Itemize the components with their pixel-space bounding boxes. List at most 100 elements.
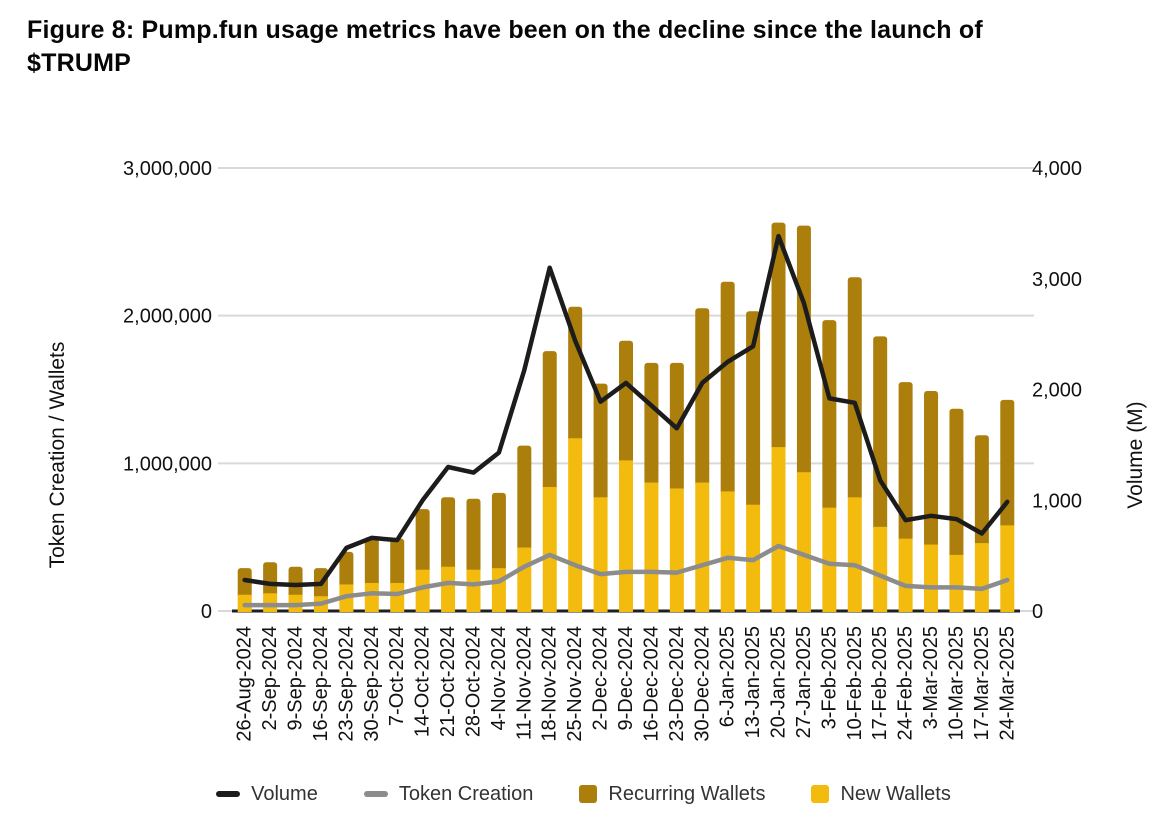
bar-recurring-wallets-10-Feb-2025 [847, 277, 862, 501]
bar-recurring-wallets-17-Feb-2025 [873, 336, 888, 530]
x-axis-label-27-Jan-2025: 27-Jan-2025 [793, 626, 815, 738]
x-axis-label-11-Nov-2024: 11-Nov-2024 [513, 626, 535, 740]
bar-recurring-wallets-6-Jan-2025 [720, 281, 735, 495]
bar-new-wallets-17-Mar-2025 [974, 543, 989, 612]
right-axis-tick-0: 0 [1032, 601, 1043, 623]
x-axis-label-21-Oct-2024: 21-Oct-2024 [437, 626, 459, 737]
right-axis-tick-2,000: 2,000 [1032, 380, 1082, 402]
x-axis-label-16-Dec-2024: 16-Dec-2024 [640, 626, 662, 742]
left-axis-tick-2,000,000: 2,000,000 [123, 306, 212, 328]
x-axis-label-6-Jan-2025: 6-Jan-2025 [717, 626, 739, 727]
left-axis-tick-3,000,000: 3,000,000 [123, 158, 212, 180]
bar-recurring-wallets-9-Sep-2024 [288, 566, 303, 598]
bar-recurring-wallets-24-Feb-2025 [898, 382, 913, 542]
x-axis-label-30-Sep-2024: 30-Sep-2024 [361, 626, 383, 742]
bar-new-wallets-25-Nov-2024 [568, 438, 583, 612]
bar-new-wallets-11-Nov-2024 [517, 547, 532, 612]
x-axis-label-17-Mar-2025: 17-Mar-2025 [971, 626, 993, 741]
legend-swatch-token-creation [363, 791, 388, 797]
bar-recurring-wallets-20-Jan-2025 [771, 222, 786, 451]
bar-recurring-wallets-13-Jan-2025 [746, 311, 761, 508]
legend-swatch-volume [216, 791, 241, 797]
x-axis-label-23-Sep-2024: 23-Sep-2024 [335, 626, 357, 742]
legend-label: Volume [251, 782, 318, 805]
figure-title: Figure 8: Pump.fun usage metrics have be… [27, 14, 1132, 80]
bar-new-wallets-4-Nov-2024 [491, 568, 506, 612]
bar-new-wallets-20-Jan-2025 [771, 447, 786, 612]
bar-recurring-wallets-17-Mar-2025 [974, 435, 989, 547]
x-axis-label-10-Mar-2025: 10-Mar-2025 [945, 626, 967, 741]
bar-recurring-wallets-7-Oct-2024 [390, 538, 405, 586]
bar-new-wallets-3-Mar-2025 [924, 544, 939, 612]
bar-recurring-wallets-11-Nov-2024 [517, 445, 532, 551]
bar-recurring-wallets-16-Dec-2024 [644, 362, 659, 486]
bar-new-wallets-14-Oct-2024 [415, 569, 430, 612]
bar-new-wallets-30-Sep-2024 [364, 582, 379, 612]
legend-item-new-wallets: New Wallets [811, 782, 951, 806]
bar-recurring-wallets-10-Mar-2025 [949, 408, 964, 558]
right-axis-title: Volume (M) [1124, 401, 1147, 509]
figure-title-line2: $TRUMP [27, 49, 131, 77]
legend-label: Token Creation [398, 782, 534, 805]
x-axis-label-9-Sep-2024: 9-Sep-2024 [285, 626, 307, 731]
bar-recurring-wallets-4-Nov-2024 [491, 492, 506, 572]
x-axis-label-24-Feb-2025: 24-Feb-2025 [895, 626, 917, 741]
x-axis-label-4-Nov-2024: 4-Nov-2024 [488, 626, 510, 731]
bar-new-wallets-3-Feb-2025 [822, 507, 837, 612]
bar-new-wallets-9-Dec-2024 [619, 460, 633, 612]
bar-new-wallets-24-Feb-2025 [898, 538, 913, 612]
x-axis-label-28-Oct-2024: 28-Oct-2024 [462, 626, 484, 737]
bar-new-wallets-10-Mar-2025 [949, 554, 964, 612]
bar-new-wallets-7-Oct-2024 [390, 582, 405, 612]
bar-new-wallets-28-Oct-2024 [466, 569, 481, 612]
bar-recurring-wallets-30-Dec-2024 [695, 308, 710, 486]
bar-recurring-wallets-27-Jan-2025 [796, 225, 811, 476]
figure-title-line1: Figure 8: Pump.fun usage metrics have be… [27, 16, 983, 44]
bar-recurring-wallets-28-Oct-2024 [466, 498, 481, 573]
x-axis-label-2-Sep-2024: 2-Sep-2024 [259, 626, 281, 731]
legend-label: New Wallets [840, 782, 951, 805]
legend-swatch-new-wallets [811, 785, 830, 803]
right-axis-tick-4,000: 4,000 [1032, 158, 1082, 180]
token-creation-line [242, 543, 1010, 608]
bar-recurring-wallets-2-Dec-2024 [593, 383, 608, 501]
x-axis-label-30-Dec-2024: 30-Dec-2024 [691, 626, 713, 742]
bar-new-wallets-18-Nov-2024 [542, 486, 557, 612]
legend-item-recurring-wallets: Recurring Wallets [579, 783, 765, 806]
bar-recurring-wallets-21-Oct-2024 [441, 497, 456, 570]
x-axis-label-3-Feb-2025: 3-Feb-2025 [818, 626, 840, 729]
bar-recurring-wallets-3-Mar-2025 [924, 390, 939, 548]
x-axis-label-25-Nov-2024: 25-Nov-2024 [564, 626, 586, 742]
x-axis-label-7-Oct-2024: 7-Oct-2024 [386, 626, 408, 726]
legend-label: Recurring Wallets [608, 782, 766, 805]
bar-new-wallets-17-Feb-2025 [873, 526, 888, 612]
bar-new-wallets-24-Mar-2025 [1000, 525, 1015, 612]
x-axis-label-9-Dec-2024: 9-Dec-2024 [615, 626, 637, 731]
x-axis-label-26-Aug-2024: 26-Aug-2024 [234, 626, 256, 742]
x-axis-label-3-Mar-2025: 3-Mar-2025 [920, 626, 942, 729]
x-axis-label-16-Sep-2024: 16-Sep-2024 [310, 626, 332, 742]
chart-legend: Volume Token Creation Recurring Wallets New… [0, 779, 1167, 809]
bar-new-wallets-16-Dec-2024 [644, 482, 659, 612]
left-axis-tick-0: 0 [201, 601, 212, 623]
legend-item-volume: Volume [216, 783, 318, 806]
left-axis-title: Token Creation / Wallets [46, 341, 69, 569]
legend-swatch-recurring-wallets [579, 785, 598, 803]
x-axis-label-10-Feb-2025: 10-Feb-2025 [844, 626, 866, 741]
bar-recurring-wallets-14-Oct-2024 [415, 509, 430, 573]
bar-recurring-wallets-23-Sep-2024 [339, 551, 354, 588]
bar-recurring-wallets-25-Nov-2024 [568, 306, 583, 442]
x-axis-label-24-Mar-2025: 24-Mar-2025 [996, 626, 1018, 741]
left-axis-tick-1,000,000: 1,000,000 [123, 453, 212, 475]
bar-recurring-wallets-30-Sep-2024 [364, 537, 379, 586]
x-axis-label-2-Dec-2024: 2-Dec-2024 [590, 626, 612, 731]
bar-new-wallets-27-Jan-2025 [796, 472, 811, 612]
legend-item-token-creation: Token Creation [363, 782, 534, 806]
bar-new-wallets-2-Dec-2024 [593, 497, 608, 612]
bar-recurring-wallets-26-Aug-2024 [237, 568, 252, 598]
right-axis-tick-3,000: 3,000 [1032, 269, 1082, 291]
x-axis-label-18-Nov-2024: 18-Nov-2024 [539, 626, 561, 742]
bar-new-wallets-2-Sep-2024 [263, 593, 278, 612]
bar-recurring-wallets-2-Sep-2024 [263, 562, 278, 597]
